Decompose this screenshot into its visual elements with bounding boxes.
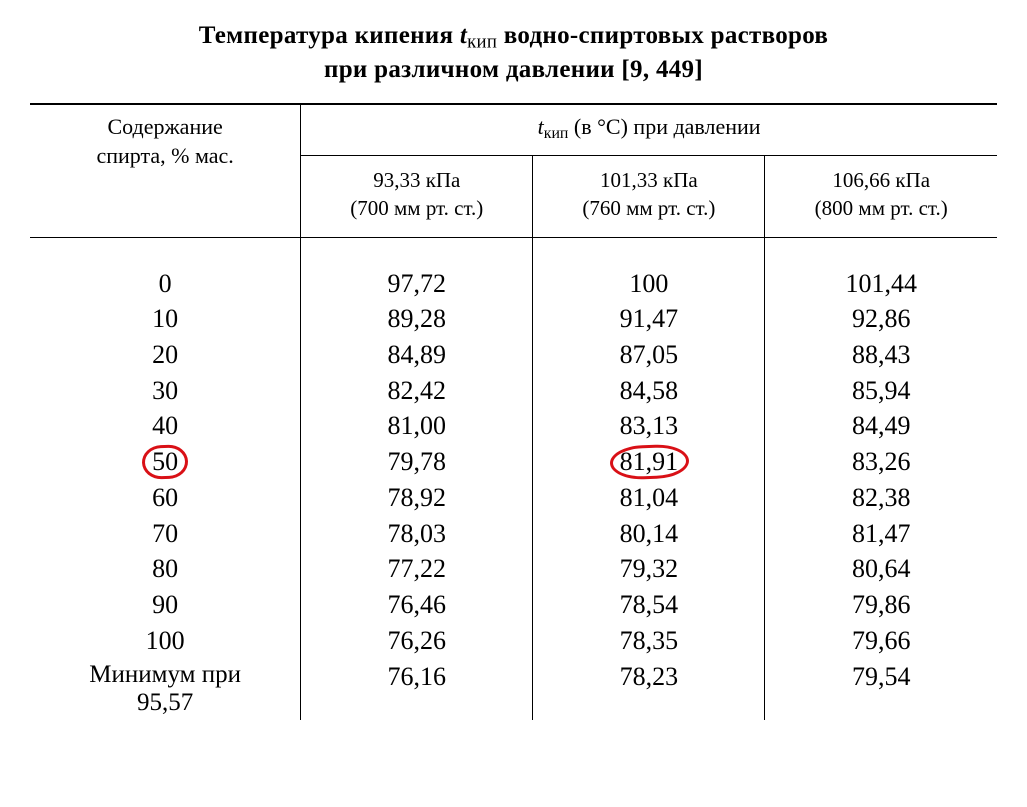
cell: 77,22 [388,554,447,583]
col-header-2: 101,33 кПа (760 мм рт. ст.) [533,155,765,237]
cell: 80 [152,554,178,583]
table-row: Минимум при 95,57 76,16 78,23 79,54 [30,659,997,721]
cell: 76,46 [388,590,447,619]
cell: 78,23 [620,662,679,691]
p3-l1: 106,66 кПа [832,168,930,192]
table-row: 60 78,92 81,04 82,38 [30,480,997,516]
cell: 80,64 [852,554,911,583]
cell: 80,14 [620,519,679,548]
min-label-l1: Минимум при [89,661,241,688]
rowhdr-l2: спирта, % мас. [96,143,233,168]
table-row: 80 77,22 79,32 80,64 [30,551,997,587]
cell: 100 [629,269,668,298]
cell: 83,13 [620,411,679,440]
cell: 30 [152,376,178,405]
cell: 79,54 [852,662,911,691]
title-line1-a: Температура кипения [199,22,460,49]
cell: 76,16 [388,662,447,691]
p2-l2: (760 мм рт. ст.) [582,196,715,220]
cell: 78,03 [388,519,447,548]
cell: 84,89 [388,340,447,369]
cell: 78,54 [620,590,679,619]
cell: 101,44 [845,269,917,298]
table-row: 90 76,46 78,54 79,86 [30,587,997,623]
cell: 79,32 [620,554,679,583]
cell: 50 [152,447,178,476]
cell: 90 [152,590,178,619]
cell: 20 [152,340,178,369]
cell: 79,86 [852,590,911,619]
highlight-circle: 81,91 [620,446,679,478]
cell: 78,92 [388,483,447,512]
cell: 89,28 [388,304,447,333]
highlight-circle: 50 [152,446,178,478]
col-header-1: 93,33 кПа (700 мм рт. ст.) [301,155,533,237]
table-row: 70 78,03 80,14 81,47 [30,516,997,552]
cell: 79,66 [852,626,911,655]
min-label-l2: 95,57 [137,689,193,716]
title-line2: при различном давлении [9, 449] [324,56,703,83]
cell: 84,49 [852,411,911,440]
title-sub: кип [467,32,497,53]
cell: 70 [152,519,178,548]
col-header-3: 106,66 кПа (800 мм рт. ст.) [765,155,997,237]
p3-l2: (800 мм рт. ст.) [815,196,948,220]
table-row: 40 81,00 83,13 84,49 [30,408,997,444]
cell: 82,42 [388,376,447,405]
cell: 84,58 [620,376,679,405]
cell: 0 [159,269,172,298]
cell: 78,35 [620,626,679,655]
p2-l1: 101,33 кПа [600,168,698,192]
p1-l1: 93,33 кПа [373,168,460,192]
super-header: tкип (в °C) при давлении [301,104,997,155]
title-line1-b: водно-спиртовых растворов [497,22,828,49]
cell: 91,47 [620,304,679,333]
table-row: 50 79,78 81,91 83,26 [30,444,997,480]
cell: 81,91 [620,447,679,476]
cell: 76,26 [388,626,447,655]
cell: 10 [152,304,178,333]
table-row: 20 84,89 87,05 88,43 [30,337,997,373]
cell: 81,04 [620,483,679,512]
table-row: 0 97,72 100 101,44 [30,266,997,302]
cell: 83,26 [852,447,911,476]
cell: 81,00 [388,411,447,440]
table-row: 100 76,26 78,35 79,66 [30,623,997,659]
cell: 97,72 [388,269,447,298]
cell: 100 [146,626,185,655]
cell: 85,94 [852,376,911,405]
cell: 92,86 [852,304,911,333]
table-row: 10 89,28 91,47 92,86 [30,301,997,337]
cell: 88,43 [852,340,911,369]
table-title: Температура кипения tкип водно-спиртовых… [30,20,997,85]
row-header: Содержание спирта, % мас. [30,104,301,237]
cell: 82,38 [852,483,911,512]
superhdr-sub: кип [544,125,569,142]
p1-l2: (700 мм рт. ст.) [350,196,483,220]
cell: 81,47 [852,519,911,548]
cell: 87,05 [620,340,679,369]
cell: 40 [152,411,178,440]
superhdr-b: (в °C) при давлении [568,114,760,139]
rowhdr-l1: Содержание [107,114,222,139]
cell: 79,78 [388,447,447,476]
cell: 60 [152,483,178,512]
table-row: 30 82,42 84,58 85,94 [30,373,997,409]
boiling-point-table: Содержание спирта, % мас. tкип (в °C) пр… [30,103,997,720]
